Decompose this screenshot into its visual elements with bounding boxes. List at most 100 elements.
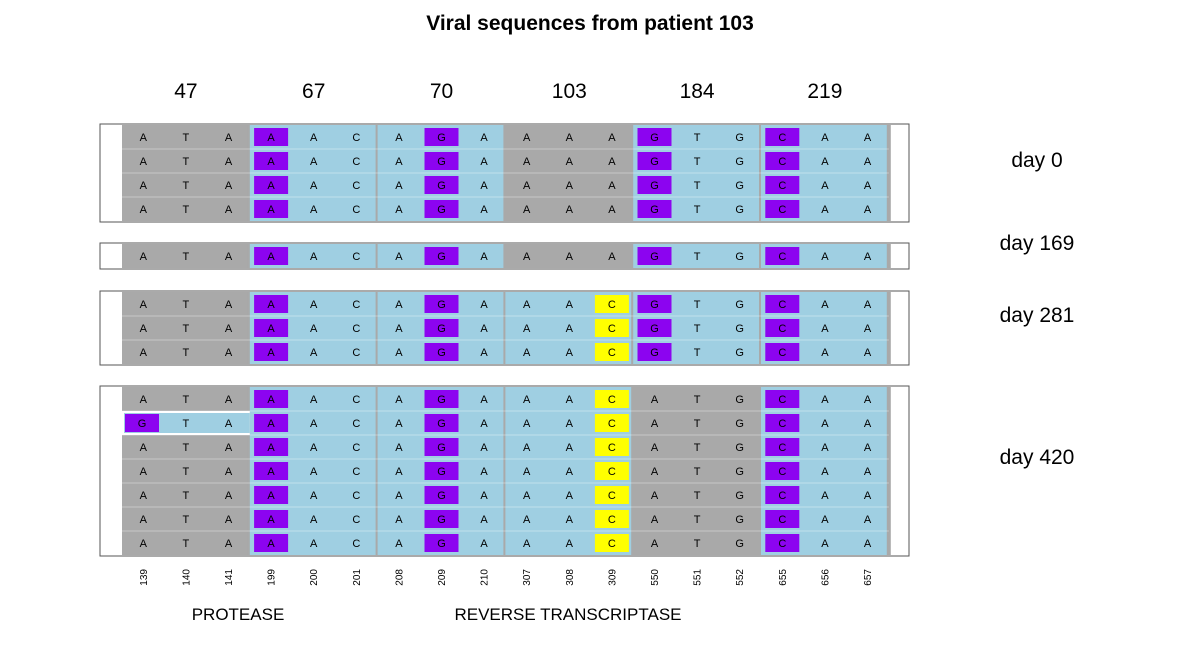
position-label: 551 (693, 569, 704, 586)
base-letter: A (395, 418, 403, 430)
base-letter: C (352, 418, 360, 430)
base-highlight-purple (765, 152, 800, 170)
base-letter: C (778, 156, 786, 168)
base-letter: G (437, 251, 446, 263)
base-letter: A (566, 347, 574, 359)
base-highlight-yellow (594, 510, 629, 528)
base-letter: A (523, 251, 531, 263)
base-letter: A (140, 204, 148, 216)
base-highlight-purple (125, 414, 159, 432)
base-letter: T (183, 514, 190, 526)
base-letter: A (225, 180, 233, 192)
base-letter: C (352, 323, 360, 335)
base-letter: G (437, 347, 446, 359)
codon-labels: 47 67 70 103 184 219 (174, 80, 842, 103)
base-letter: T (694, 180, 701, 192)
base-letter: A (864, 156, 872, 168)
base-highlight-purple (254, 319, 289, 337)
base-letter: A (310, 394, 318, 406)
base-letter: A (225, 156, 233, 168)
base-letter: T (183, 323, 190, 335)
base-letter: A (480, 490, 488, 502)
base-letter: A (821, 132, 829, 144)
codon-separator (886, 244, 891, 268)
base-letter: A (566, 466, 574, 478)
codon-background (122, 244, 250, 268)
base-letter: C (608, 442, 616, 454)
base-highlight-purple (765, 319, 800, 337)
base-letter: C (608, 394, 616, 406)
base-letter: T (183, 299, 190, 311)
base-letter: A (310, 132, 318, 144)
base-letter: A (395, 394, 403, 406)
base-letter: A (864, 514, 872, 526)
base-letter: C (608, 323, 616, 335)
base-highlight-purple (254, 247, 289, 265)
base-letter: A (821, 466, 829, 478)
base-highlight-purple (254, 390, 289, 408)
base-letter: C (778, 299, 786, 311)
base-highlight-purple (424, 510, 459, 528)
position-label: 199 (267, 569, 278, 586)
base-highlight-yellow (594, 390, 629, 408)
base-letter: A (310, 418, 318, 430)
day-label: day 0 (1011, 149, 1062, 172)
codon-background (122, 125, 250, 221)
base-highlight-yellow (594, 462, 629, 480)
base-letter: A (523, 204, 531, 216)
base-letter: C (778, 394, 786, 406)
base-highlight-purple (424, 176, 459, 194)
base-highlight-purple (765, 486, 800, 504)
base-letter: A (821, 204, 829, 216)
base-letter: A (608, 156, 616, 168)
base-letter: A (267, 323, 275, 335)
base-highlight-purple (765, 390, 800, 408)
base-letter: A (267, 347, 275, 359)
base-highlight-purple (765, 247, 800, 265)
base-highlight-purple (424, 414, 459, 432)
base-letter: G (437, 180, 446, 192)
base-highlight-purple (637, 247, 672, 265)
base-letter: A (225, 204, 233, 216)
base-letter: A (395, 299, 403, 311)
base-letter: A (566, 299, 574, 311)
base-letter: C (778, 538, 786, 550)
base-letter: A (864, 299, 872, 311)
position-label: 200 (309, 569, 320, 586)
base-letter: T (694, 490, 701, 502)
base-letter: C (778, 251, 786, 263)
base-letter: A (864, 442, 872, 454)
base-letter: A (523, 180, 531, 192)
base-letter: A (480, 299, 488, 311)
day-label: day 420 (1000, 446, 1075, 469)
base-highlight-purple (765, 128, 800, 146)
base-letter: A (651, 514, 659, 526)
base-letter: G (650, 204, 659, 216)
base-letter: G (437, 156, 446, 168)
base-letter: A (566, 514, 574, 526)
base-letter: G (735, 466, 744, 478)
base-letter: A (395, 180, 403, 192)
base-highlight-yellow (594, 486, 629, 504)
base-letter: C (352, 490, 360, 502)
base-letter: G (138, 418, 147, 430)
base-letter: A (225, 299, 233, 311)
base-highlight-purple (254, 486, 289, 504)
base-highlight-purple (424, 438, 459, 456)
base-letter: A (395, 466, 403, 478)
base-letter: A (821, 347, 829, 359)
position-label: 141 (224, 569, 235, 586)
base-letter: G (650, 132, 659, 144)
base-highlight-yellow (594, 295, 629, 313)
base-letter: C (608, 538, 616, 550)
base-letter: G (650, 251, 659, 263)
codon-separator (886, 292, 891, 364)
base-letter: C (352, 251, 360, 263)
base-letter: A (864, 323, 872, 335)
base-letter: A (523, 132, 531, 144)
base-letter: C (778, 490, 786, 502)
codon-background (633, 387, 761, 555)
